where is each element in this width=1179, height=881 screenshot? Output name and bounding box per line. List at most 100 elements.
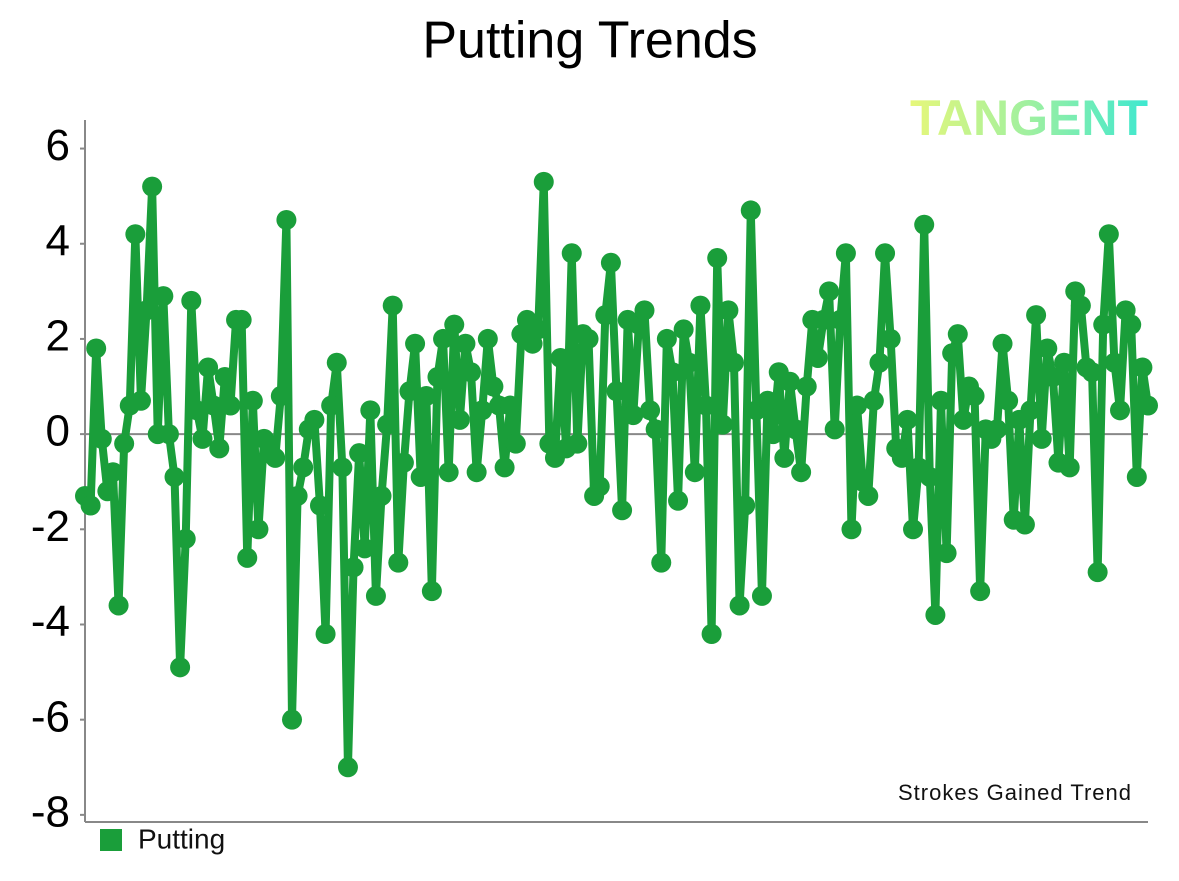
point: [91, 428, 112, 449]
point: [170, 657, 191, 678]
point: [785, 419, 806, 440]
point: [1132, 357, 1153, 378]
point: [1082, 362, 1103, 383]
point: [472, 400, 493, 421]
point: [427, 367, 448, 388]
point: [114, 433, 135, 454]
point: [136, 300, 157, 321]
point: [405, 333, 426, 354]
point: [533, 171, 554, 192]
legend-swatch: [100, 829, 122, 851]
point: [97, 481, 118, 502]
point: [740, 200, 761, 221]
point: [1126, 466, 1147, 487]
point: [444, 314, 465, 335]
point: [360, 400, 381, 421]
point: [875, 243, 896, 264]
point: [321, 395, 342, 416]
y-tick-label: 0: [46, 407, 70, 456]
point: [807, 347, 828, 368]
point: [80, 495, 101, 516]
point: [998, 390, 1019, 411]
point: [595, 305, 616, 326]
point: [505, 433, 526, 454]
y-tick-label: 4: [46, 216, 70, 265]
point: [696, 395, 717, 416]
point: [1093, 314, 1114, 335]
point: [930, 390, 951, 411]
point: [723, 352, 744, 373]
point: [332, 457, 353, 478]
point: [86, 338, 107, 359]
point: [684, 462, 705, 483]
point: [1110, 400, 1131, 421]
point: [270, 386, 291, 407]
point: [707, 248, 728, 269]
point: [282, 709, 303, 730]
point: [1087, 562, 1108, 583]
point: [181, 290, 202, 311]
point: [326, 352, 347, 373]
point: [214, 367, 235, 388]
point: [567, 433, 588, 454]
point: [712, 414, 733, 435]
point: [203, 395, 224, 416]
point: [175, 528, 196, 549]
point: [813, 309, 834, 330]
point: [371, 485, 392, 506]
point: [248, 519, 269, 540]
point: [953, 409, 974, 430]
point: [102, 462, 123, 483]
point: [947, 324, 968, 345]
point: [393, 452, 414, 473]
point: [735, 495, 756, 516]
point: [466, 462, 487, 483]
point: [623, 405, 644, 426]
point: [903, 519, 924, 540]
point: [354, 538, 375, 559]
point: [673, 319, 694, 340]
point: [640, 400, 661, 421]
point: [231, 309, 252, 330]
point: [662, 362, 683, 383]
point: [914, 214, 935, 235]
point: [830, 309, 851, 330]
point: [847, 395, 868, 416]
point: [634, 300, 655, 321]
y-tick-label: -8: [31, 787, 70, 836]
point: [242, 390, 263, 411]
point: [796, 376, 817, 397]
point: [1042, 367, 1063, 388]
y-tick-label: 6: [46, 121, 70, 170]
point: [751, 585, 772, 606]
point: [1037, 338, 1058, 359]
point: [377, 414, 398, 435]
point: [858, 485, 879, 506]
point: [421, 581, 442, 602]
point: [550, 347, 571, 368]
point: [925, 604, 946, 625]
point: [399, 381, 420, 402]
point: [679, 352, 700, 373]
point: [779, 371, 800, 392]
point: [1104, 352, 1125, 373]
point: [964, 386, 985, 407]
point: [718, 300, 739, 321]
point: [645, 419, 666, 440]
point: [880, 328, 901, 349]
point: [986, 419, 1007, 440]
point: [936, 543, 957, 564]
point: [349, 443, 370, 464]
point: [220, 395, 241, 416]
point: [600, 252, 621, 273]
point: [606, 381, 627, 402]
chart-title: Putting Trends: [422, 12, 757, 70]
point: [461, 362, 482, 383]
point: [791, 462, 812, 483]
point: [410, 466, 431, 487]
point: [237, 547, 258, 568]
point: [589, 476, 610, 497]
point: [265, 447, 286, 468]
point: [315, 624, 336, 645]
